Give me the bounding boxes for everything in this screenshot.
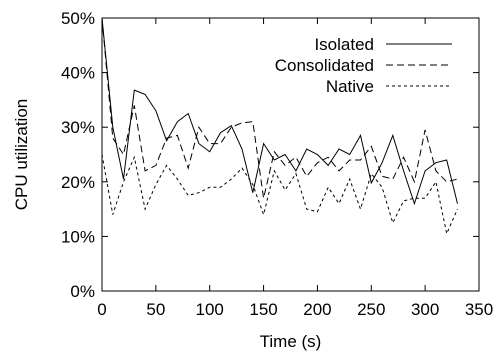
series-lines: [101, 17, 458, 236]
legend-label-isolated: Isolated: [314, 35, 374, 54]
x-tick-label: 150: [249, 300, 277, 319]
x-tick-label: 350: [465, 300, 493, 319]
series-line-consolidated: [101, 17, 458, 199]
x-axis-label: Time (s): [260, 332, 322, 351]
x-tick-label: 50: [146, 300, 165, 319]
y-axis-label: CPU utilization: [12, 99, 31, 211]
y-tick-label: 40%: [61, 64, 95, 83]
x-tick-label: 200: [303, 300, 331, 319]
legend-label-native: Native: [326, 77, 374, 96]
x-tick-label: 100: [196, 300, 224, 319]
y-tick-label: 10%: [61, 227, 95, 246]
axis-ticks: 0 50 100 150 200 250 300 350 0% 10% 20% 30% 40% 50%: [61, 9, 493, 319]
series-line-isolated: [101, 17, 458, 206]
x-tick-label: 300: [411, 300, 439, 319]
x-tick-label: 250: [357, 300, 385, 319]
y-tick-label: 0%: [70, 282, 95, 301]
y-tick-label: 30%: [61, 118, 95, 137]
legend-label-consolidated: Consolidated: [275, 56, 374, 75]
y-tick-label: 50%: [61, 9, 95, 28]
y-tick-label: 20%: [61, 173, 95, 192]
x-tick-label: 0: [97, 300, 106, 319]
legend: Isolated Consolidated Native: [275, 35, 452, 96]
series-line-native: [101, 154, 458, 236]
